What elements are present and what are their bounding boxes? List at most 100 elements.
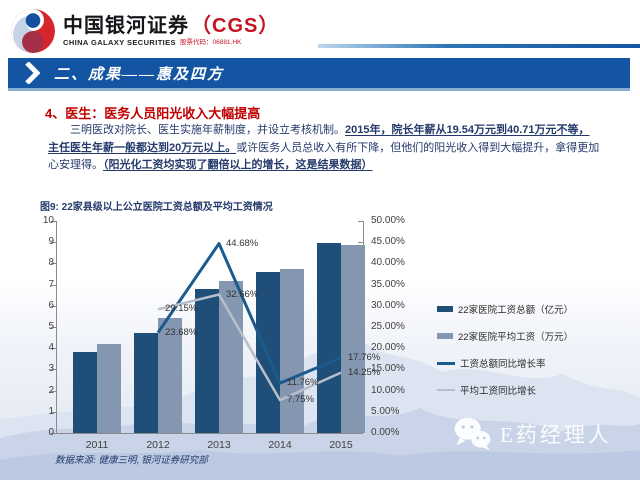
y-axis-label-left: 1 xyxy=(48,405,54,417)
y-axis-label-left: 6 xyxy=(48,299,54,311)
y-axis-label-right: 10.00% xyxy=(371,384,405,396)
y-axis-label-left: 3 xyxy=(48,363,54,375)
x-axis-label: 2013 xyxy=(207,439,231,451)
line-average-growth xyxy=(157,293,342,402)
paragraph-text: 三明医改对院长、医生实施年薪制度，并设立考核机制。 xyxy=(70,124,345,136)
watermark-label: E药经理人 xyxy=(500,423,612,447)
y-axis-label-right: 45.00% xyxy=(371,236,405,248)
legend-label: 22家医院工资总额（亿元） xyxy=(458,305,574,316)
legend-label: 平均工资同比增长 xyxy=(460,386,537,397)
paragraph-underlined-text: 2015年，院长年薪从19.54万元到40.71万元不等，主任医生年薪一般都达到… xyxy=(48,124,590,154)
data-label: 29.15% xyxy=(165,303,198,315)
y-axis-label-left: 5 xyxy=(48,321,54,332)
y-axis-label-right: 20.00% xyxy=(371,342,405,354)
x-axis-label: 2011 xyxy=(85,439,109,451)
y-axis-label-left: 10 xyxy=(42,215,54,226)
bar-wage-average-2013 xyxy=(219,280,243,433)
bar-wage-total-2012 xyxy=(134,333,158,433)
legend-swatch xyxy=(437,389,455,391)
legend-swatch xyxy=(437,306,453,312)
bar-wage-average-2011 xyxy=(97,343,121,433)
y-axis-label-right: 25.00% xyxy=(371,321,405,332)
y-axis-label-right: 40.00% xyxy=(371,257,405,269)
y-axis-tick xyxy=(51,242,56,244)
y-axis-label-left: 7 xyxy=(48,278,54,290)
y-axis-tick xyxy=(51,348,56,350)
legend-swatch xyxy=(437,361,455,365)
logo-company-name: 中国银河证券 xyxy=(63,14,189,37)
y-axis-tick xyxy=(51,369,56,371)
combo-chart: 0 1 2 3 4 5 6 7 8 9 10 0.00% 5.00% 10.00% 15.00% 20.00%… xyxy=(38,212,632,452)
bar-wage-average-2015 xyxy=(341,245,365,433)
paragraph-text: 或许医务人员总收入有所下降，但他们的阳光收入得到大幅提升，拿得更加心安理得。 xyxy=(48,141,600,172)
y-axis-label-right: 0.00% xyxy=(371,427,400,438)
galaxy-logo: 中国银河证券 （CGS） CHINA GALAXY SECURITIES 股票代码… xyxy=(10,8,279,54)
wechat-icon xyxy=(454,417,491,451)
y-axis-tick xyxy=(358,433,363,434)
y-axis-label-right: 50.00% xyxy=(371,215,405,226)
body-paragraph: 三明医改对院长、医生实施年薪制度，并设立考核机制。2015年，院长年薪从19.5… xyxy=(48,122,600,175)
legend-item: 工资总额同比增长率 xyxy=(437,356,573,370)
y-axis-tick xyxy=(358,221,363,222)
logo-company-name-en: CHINA GALAXY SECURITIES xyxy=(63,37,176,47)
y-axis-label-left: 9 xyxy=(48,236,54,248)
y-axis-label-right: 35.00% xyxy=(371,278,405,290)
legend-item: 平均工资同比增长 xyxy=(437,383,573,397)
y-axis-label-right: 30.00% xyxy=(371,299,405,311)
banner-title: 二、成果——惠及四方 xyxy=(54,66,225,83)
legend-item: 22家医院工资总额（亿元） xyxy=(437,302,573,316)
paragraph-underlined-text: （阳光化工资均实现了翻倍以上的增长，这是结果数据） xyxy=(103,159,373,172)
x-axis-label: 2012 xyxy=(146,439,170,451)
y-axis-tick xyxy=(51,305,56,307)
legend-label: 22家医院平均工资（万元） xyxy=(458,332,574,343)
logo-cgs: （CGS） xyxy=(191,14,280,37)
bar-wage-total-2013 xyxy=(195,288,219,433)
y-axis-label-left: 8 xyxy=(48,257,54,269)
y-axis-label-left: 2 xyxy=(48,384,54,396)
bar-wage-average-2014 xyxy=(280,268,304,433)
data-label: 17.76% xyxy=(348,351,381,363)
line-total-growth xyxy=(156,242,342,385)
y-axis-label-left: 0 xyxy=(48,427,54,438)
section-heading: 4、医生：医务人员阳光收入大幅提高 xyxy=(45,106,261,121)
legend-label: 工资总额同比增长率 xyxy=(460,359,546,370)
x-axis-label: 2014 xyxy=(268,439,292,451)
data-label: 14.25% xyxy=(348,366,381,378)
legend-item: 22家医院平均工资（万元） xyxy=(437,329,573,343)
watermark: E药经理人 xyxy=(452,416,612,452)
header-divider xyxy=(318,44,640,48)
growth-lines xyxy=(156,242,342,402)
source-note: 数据来源: 健康三明, 银河证券研究部 xyxy=(55,456,208,466)
x-axis-label: 2015 xyxy=(329,439,353,451)
data-label: 7.75% xyxy=(287,394,314,406)
y-axis-tick xyxy=(51,284,56,286)
y-axis-left xyxy=(56,221,57,433)
y-axis-tick xyxy=(51,411,56,413)
logo-ticker: 股票代码：06881.HK xyxy=(179,38,242,46)
bar-wage-total-2015 xyxy=(317,243,341,433)
chart-title: 图9: 22家县级以上公立医院工资总额及平均工资情况 xyxy=(40,202,273,213)
bar-wage-total-2011 xyxy=(73,352,97,433)
y-axis-label-right: 5.00% xyxy=(371,405,400,417)
section-banner: 二、成果——惠及四方 xyxy=(8,58,630,91)
data-label: 44.68% xyxy=(226,237,259,249)
chevron-right-icon xyxy=(25,62,40,84)
legend-swatch xyxy=(437,333,453,339)
y-axis-tick xyxy=(358,242,363,244)
data-label: 23.68% xyxy=(165,326,198,338)
data-label: 11.76% xyxy=(287,377,319,389)
y-axis-tick xyxy=(51,327,56,328)
chart-legend: 22家医院工资总额（亿元） 22家医院平均工资（万元） 工资总额同比增长率 平均工资同… xyxy=(437,302,573,410)
y-axis-label-right: 15.00% xyxy=(371,363,405,375)
x-axis xyxy=(56,433,363,434)
y-axis-tick xyxy=(51,433,56,434)
header: 中国银河证券 （CGS） CHINA GALAXY SECURITIES 股票代码… xyxy=(0,0,640,58)
galaxy-swirl-icon xyxy=(11,9,55,53)
y-axis-tick xyxy=(51,390,56,392)
data-label: 32.66% xyxy=(226,288,259,300)
bar-wage-average-2012 xyxy=(158,318,182,433)
logo-text: 中国银河证券 （CGS） CHINA GALAXY SECURITIES 股票代码… xyxy=(63,15,279,48)
y-axis-label-left: 4 xyxy=(48,342,54,354)
y-axis-tick xyxy=(51,221,56,222)
